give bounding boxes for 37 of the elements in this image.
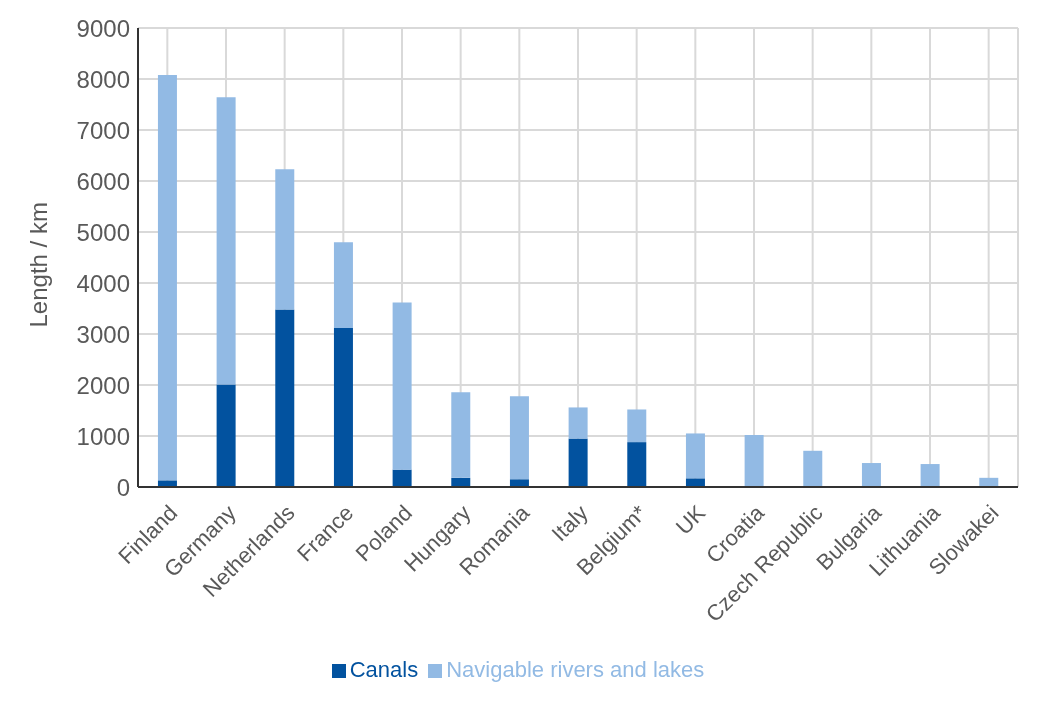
- y-tick-label: 3000: [76, 320, 130, 348]
- y-axis-title: Length / km: [24, 202, 52, 328]
- y-tick-label: 0: [116, 473, 130, 501]
- bar: [509, 396, 529, 480]
- bar: [216, 97, 236, 385]
- x-tick-label: UK: [670, 499, 711, 540]
- bar: [744, 434, 764, 487]
- bar: [275, 309, 295, 487]
- bar: [333, 242, 353, 328]
- bar: [509, 479, 529, 487]
- bar: [392, 302, 412, 470]
- y-tick-label: 6000: [76, 167, 130, 195]
- bar: [157, 74, 177, 481]
- y-tick-label: 5000: [76, 218, 130, 246]
- y-tick-label: 8000: [76, 65, 130, 93]
- y-tick-label: 1000: [76, 422, 130, 450]
- bar: [568, 407, 588, 439]
- bar: [627, 409, 647, 443]
- bar: [627, 442, 647, 487]
- y-tick-label: 7000: [76, 116, 130, 144]
- bar: [157, 480, 177, 487]
- bar: [392, 469, 412, 487]
- legend-label: Navigable rivers and lakes: [446, 657, 705, 682]
- bar: [685, 478, 705, 487]
- y-tick-label: 2000: [76, 371, 130, 399]
- bar: [685, 433, 705, 479]
- bar: [451, 392, 471, 478]
- bar: [920, 464, 940, 487]
- bar: [216, 384, 236, 487]
- legend-label: Canals: [349, 657, 419, 682]
- y-tick-label: 4000: [76, 269, 130, 297]
- bar: [333, 327, 353, 487]
- y-tick-label: 9000: [76, 14, 130, 42]
- bar: [275, 169, 295, 310]
- bar: [861, 463, 881, 487]
- bar: [803, 450, 823, 487]
- bar: [568, 438, 588, 487]
